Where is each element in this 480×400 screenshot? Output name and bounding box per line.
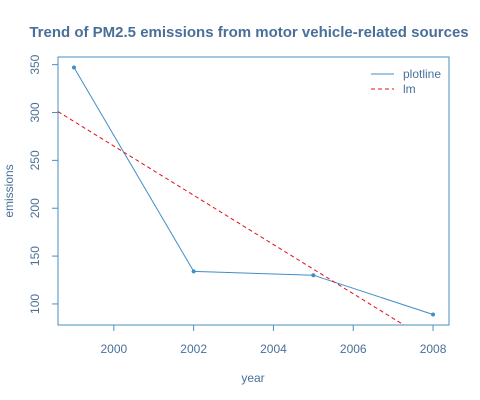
data-point <box>431 312 436 317</box>
x-tick-label: 2004 <box>260 342 287 356</box>
y-tick-label: 250 <box>28 150 42 170</box>
x-tick-label: 2000 <box>101 342 128 356</box>
x-axis: 2000 2002 2004 2006 2008 <box>101 325 447 356</box>
series-layer <box>57 65 436 326</box>
y-tick-label: 300 <box>28 102 42 122</box>
y-axis: 100 150 200 250 300 350 <box>28 54 58 314</box>
data-point <box>71 65 76 70</box>
y-axis-label: emissions <box>2 164 16 217</box>
y-tick-label: 350 <box>28 54 42 74</box>
chart-title: Trend of PM2.5 emissions from motor vehi… <box>29 24 468 41</box>
data-point <box>311 273 316 278</box>
x-axis-label: year <box>241 371 264 385</box>
x-tick-label: 2008 <box>420 342 447 356</box>
series-line-plotline <box>73 67 434 315</box>
legend-label-lm: lm <box>403 82 416 96</box>
legend: plotline lm <box>371 67 441 96</box>
legend-label-plotline: plotline <box>403 67 441 81</box>
series-line-lm <box>57 111 405 326</box>
y-tick-label: 150 <box>28 246 42 266</box>
data-point <box>191 269 196 274</box>
x-tick-label: 2002 <box>180 342 207 356</box>
plot-frame <box>57 56 450 326</box>
y-tick-label: 100 <box>28 294 42 314</box>
x-tick-label: 2006 <box>340 342 367 356</box>
y-tick-label: 200 <box>28 198 42 218</box>
